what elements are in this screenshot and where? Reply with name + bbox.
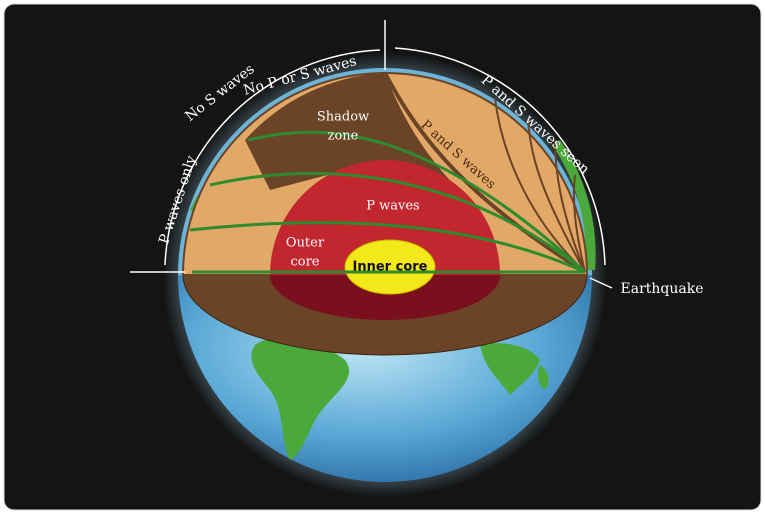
label: Inner core	[353, 260, 428, 275]
land	[251, 337, 350, 460]
inner-core	[344, 239, 436, 295]
land	[537, 365, 549, 390]
indicators	[130, 20, 613, 289]
land	[552, 140, 596, 270]
label: Earthquake	[621, 281, 704, 297]
land	[480, 343, 540, 395]
p-rays	[189, 130, 587, 274]
ps-rays	[494, 97, 586, 273]
label: P waves	[366, 199, 419, 214]
outer-core	[270, 160, 500, 275]
label: core	[290, 255, 319, 270]
label: Shadow	[317, 110, 369, 125]
label: Outer	[286, 236, 325, 251]
label: zone	[328, 129, 359, 144]
wave-ray	[383, 72, 587, 274]
